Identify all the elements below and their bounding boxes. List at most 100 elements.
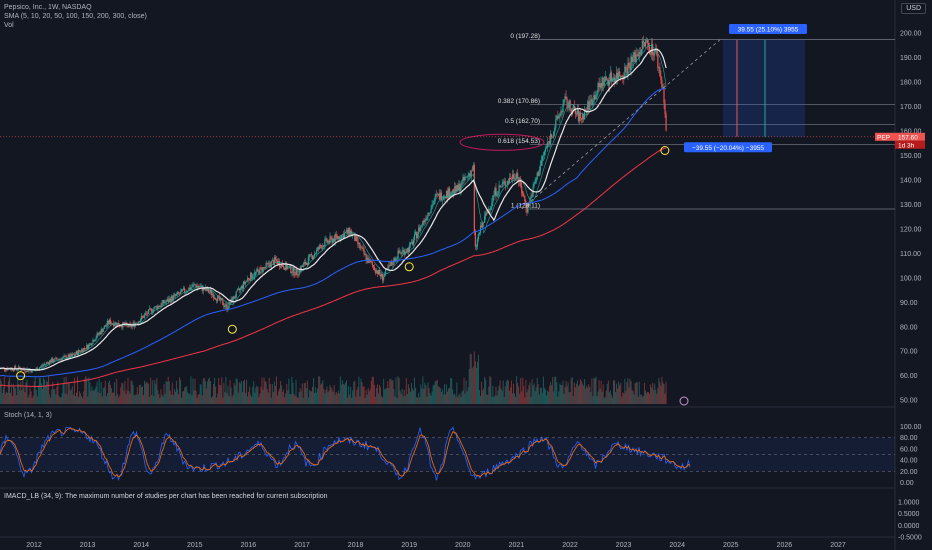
candle-body	[290, 265, 292, 273]
volume-legend[interactable]: Vol	[4, 22, 14, 29]
stoch-legend[interactable]: Stoch (14, 1, 3)	[4, 412, 52, 419]
volume-bar	[533, 383, 535, 404]
volume-bar	[113, 392, 115, 404]
candle-body	[209, 289, 212, 292]
candle-body	[94, 340, 96, 342]
volume-bar	[57, 381, 59, 404]
price-tick-label: 150.00	[900, 153, 922, 160]
volume-bar	[239, 383, 241, 404]
candle-body	[89, 343, 91, 345]
volume-bar	[44, 379, 46, 404]
candle-body	[640, 49, 642, 55]
volume-bar	[299, 388, 301, 404]
measure-up-label: 39.55 (25.10%) 3955	[738, 27, 799, 34]
candle-body	[464, 176, 466, 181]
volume-bar	[27, 397, 29, 404]
volume-bar	[641, 396, 643, 404]
volume-bar	[105, 396, 107, 404]
volume-bar	[568, 392, 570, 404]
volume-bar	[155, 384, 157, 404]
signal-marker-icon	[227, 324, 237, 334]
candle-body	[514, 178, 517, 180]
volume-bar	[116, 378, 118, 404]
volume-bar	[25, 382, 27, 404]
candle-body	[421, 225, 423, 227]
candle-body	[193, 284, 195, 286]
volume-bar	[80, 393, 82, 404]
candle-body	[162, 300, 164, 303]
candle-body	[289, 265, 291, 267]
candle-body	[400, 252, 402, 254]
volume-bar	[348, 386, 350, 404]
candle-body	[171, 296, 173, 301]
candle-body	[335, 234, 337, 237]
candle-body	[486, 213, 488, 215]
candle-body	[551, 134, 553, 137]
volume-bar	[195, 390, 197, 404]
volume-bar	[612, 380, 614, 404]
candle-body	[258, 270, 260, 275]
candle-body	[121, 326, 123, 328]
candle-body	[140, 315, 143, 320]
candle-body	[643, 42, 646, 47]
candle-body	[298, 269, 300, 275]
time-tick-label: 2016	[241, 542, 257, 549]
volume-bar	[285, 393, 287, 404]
volume-bar	[415, 387, 417, 404]
volume-bar	[12, 396, 14, 404]
volume-bar	[473, 351, 475, 404]
volume-bar	[367, 387, 369, 404]
volume-bar	[217, 393, 219, 404]
volume-bar	[84, 378, 86, 404]
volume-bar	[30, 391, 32, 404]
candle-body	[565, 96, 567, 99]
candle-body	[170, 296, 172, 303]
candle-body	[542, 154, 545, 156]
candle-body	[661, 79, 663, 88]
volume-bar	[413, 390, 415, 404]
volume-bar	[406, 394, 408, 404]
volume-bar	[427, 382, 429, 404]
volume-bar	[193, 390, 195, 404]
volume-bar	[55, 394, 57, 404]
candle-body	[86, 345, 88, 350]
candle-body	[391, 262, 393, 265]
candle-body	[44, 364, 47, 365]
volume-bar	[583, 385, 585, 404]
candle-body	[326, 238, 328, 243]
volume-bar	[288, 378, 290, 404]
volume-bar	[90, 390, 92, 404]
candle-body	[50, 360, 52, 363]
candle-body	[431, 204, 433, 209]
candle-body	[328, 240, 330, 243]
price-tag-countdown: 1d 3h	[898, 142, 915, 149]
currency-button[interactable]: USD	[901, 3, 926, 14]
candle-body	[177, 292, 180, 294]
volume-bar	[73, 377, 75, 404]
candle-body	[67, 354, 69, 359]
volume-bar	[644, 390, 646, 404]
volume-bar	[97, 392, 99, 404]
volume-bar	[26, 379, 28, 404]
candle-body	[440, 192, 442, 201]
candle-body	[137, 321, 139, 324]
candle-body	[273, 257, 275, 265]
candle-body	[216, 299, 218, 302]
volume-bar	[528, 385, 530, 404]
volume-bar	[95, 386, 97, 404]
candle-body	[271, 260, 273, 262]
volume-bar	[611, 397, 613, 404]
sma-legend[interactable]: SMA (5, 10, 20, 50, 100, 150, 200, 300, …	[4, 13, 147, 20]
volume-bar	[65, 376, 67, 404]
volume-bar	[505, 381, 507, 404]
candle-body	[284, 268, 286, 270]
volume-bar	[529, 382, 531, 404]
fib-label: 0.618 (154.53)	[498, 138, 540, 145]
candle-body	[547, 141, 550, 143]
candle-body	[237, 288, 239, 290]
volume-bar	[614, 380, 616, 404]
time-tick-label: 2026	[777, 542, 793, 549]
volume-bar	[269, 383, 271, 404]
volume-bar	[163, 383, 165, 404]
